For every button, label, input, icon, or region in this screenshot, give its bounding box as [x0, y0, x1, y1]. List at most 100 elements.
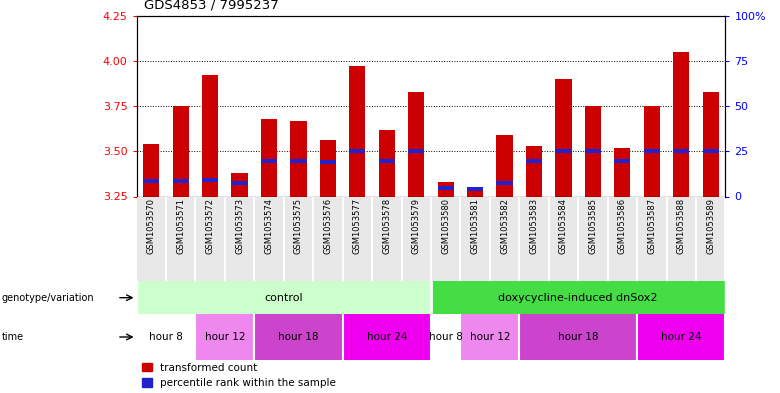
Bar: [519, 196, 549, 281]
Bar: [644, 149, 660, 153]
Bar: [402, 196, 431, 281]
Bar: [667, 196, 696, 281]
Text: GSM1053570: GSM1053570: [147, 198, 156, 254]
Text: genotype/variation: genotype/variation: [2, 293, 94, 303]
Bar: [578, 196, 608, 281]
Bar: [284, 196, 314, 281]
Bar: [431, 281, 725, 314]
Text: hour 8: hour 8: [149, 332, 183, 342]
Bar: [438, 186, 454, 190]
Text: hour 12: hour 12: [204, 332, 245, 342]
Text: GSM1053586: GSM1053586: [618, 198, 627, 254]
Bar: [585, 106, 601, 196]
Text: GSM1053576: GSM1053576: [324, 198, 332, 254]
Text: GSM1053573: GSM1053573: [235, 198, 244, 254]
Text: hour 18: hour 18: [558, 332, 598, 342]
Bar: [195, 314, 254, 360]
Bar: [349, 149, 366, 153]
Bar: [136, 281, 431, 314]
Bar: [261, 119, 277, 196]
Bar: [166, 196, 195, 281]
Bar: [320, 140, 336, 196]
Text: time: time: [2, 332, 23, 342]
Text: hour 18: hour 18: [278, 332, 319, 342]
Text: control: control: [264, 293, 303, 303]
Text: GSM1053574: GSM1053574: [264, 198, 274, 254]
Bar: [143, 179, 159, 183]
Bar: [614, 159, 630, 163]
Bar: [349, 66, 366, 196]
Bar: [490, 196, 519, 281]
Text: GSM1053583: GSM1053583: [530, 198, 538, 254]
Bar: [460, 314, 519, 360]
Text: GSM1053572: GSM1053572: [206, 198, 215, 254]
Bar: [673, 52, 690, 196]
Bar: [314, 196, 342, 281]
Bar: [195, 196, 225, 281]
Bar: [408, 149, 424, 153]
Bar: [431, 314, 460, 360]
Bar: [703, 149, 719, 153]
Bar: [644, 106, 660, 196]
Bar: [673, 149, 690, 153]
Bar: [261, 159, 277, 163]
Text: GSM1053581: GSM1053581: [470, 198, 480, 254]
Bar: [232, 181, 248, 185]
Text: hour 24: hour 24: [661, 332, 701, 342]
Text: hour 12: hour 12: [470, 332, 510, 342]
Text: GSM1053571: GSM1053571: [176, 198, 185, 254]
Bar: [703, 92, 719, 196]
Text: GSM1053587: GSM1053587: [647, 198, 656, 254]
Bar: [136, 314, 195, 360]
Bar: [467, 187, 484, 196]
Bar: [342, 314, 431, 360]
Bar: [290, 159, 307, 163]
Bar: [254, 314, 342, 360]
Text: hour 8: hour 8: [429, 332, 463, 342]
Bar: [526, 146, 542, 196]
Text: GSM1053584: GSM1053584: [559, 198, 568, 254]
Text: GSM1053580: GSM1053580: [441, 198, 450, 254]
Bar: [585, 149, 601, 153]
Text: doxycycline-induced dnSox2: doxycycline-induced dnSox2: [498, 293, 658, 303]
Bar: [637, 314, 725, 360]
Bar: [202, 75, 218, 196]
Legend: transformed count, percentile rank within the sample: transformed count, percentile rank withi…: [142, 363, 336, 388]
Bar: [614, 148, 630, 196]
Text: GSM1053582: GSM1053582: [500, 198, 509, 254]
Bar: [467, 187, 484, 191]
Text: hour 24: hour 24: [367, 332, 407, 342]
Bar: [143, 144, 159, 196]
Bar: [608, 196, 637, 281]
Bar: [172, 179, 189, 183]
Text: GSM1053578: GSM1053578: [382, 198, 392, 254]
Bar: [202, 178, 218, 182]
Text: GSM1053588: GSM1053588: [677, 198, 686, 254]
Bar: [290, 121, 307, 196]
Bar: [526, 159, 542, 163]
Bar: [496, 181, 512, 185]
Text: GSM1053577: GSM1053577: [353, 198, 362, 254]
Text: GSM1053579: GSM1053579: [412, 198, 420, 254]
Bar: [408, 92, 424, 196]
Bar: [254, 196, 284, 281]
Bar: [438, 182, 454, 196]
Text: GSM1053589: GSM1053589: [706, 198, 715, 254]
Bar: [342, 196, 372, 281]
Bar: [555, 149, 572, 153]
Bar: [519, 314, 637, 360]
Bar: [136, 196, 166, 281]
Bar: [549, 196, 578, 281]
Bar: [460, 196, 490, 281]
Bar: [637, 196, 667, 281]
Text: GSM1053585: GSM1053585: [588, 198, 597, 254]
Text: GSM1053575: GSM1053575: [294, 198, 303, 254]
Text: GDS4853 / 7995237: GDS4853 / 7995237: [144, 0, 279, 12]
Bar: [431, 196, 460, 281]
Bar: [232, 173, 248, 196]
Bar: [496, 135, 512, 196]
Bar: [372, 196, 402, 281]
Bar: [696, 196, 725, 281]
Bar: [320, 160, 336, 164]
Bar: [378, 159, 395, 163]
